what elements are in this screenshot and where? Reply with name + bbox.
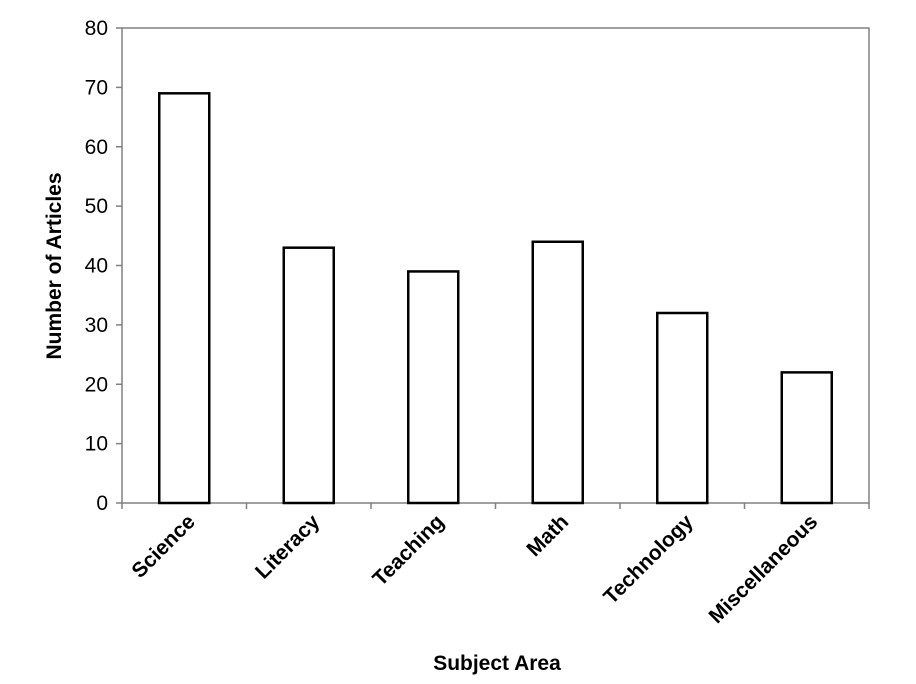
- category-labels: Science Literacy Teaching Math Technology Mis…: [127, 510, 822, 628]
- y-tick-label: 80: [85, 17, 108, 40]
- x-axis-title: Subject Area: [433, 652, 561, 675]
- y-tick-label: 50: [85, 195, 108, 218]
- y-tick-label: 0: [96, 492, 108, 515]
- y-tick-label: 20: [85, 373, 108, 396]
- bar-teaching: [407, 270, 460, 505]
- bar-technology: [656, 311, 709, 505]
- category-label-science: Science: [127, 510, 199, 582]
- bar-literacy: [282, 246, 335, 505]
- plot-frame: [121, 27, 870, 504]
- y-tick-label: 30: [85, 314, 108, 337]
- category-label-literacy: Literacy: [251, 510, 324, 583]
- y-tick-label: 40: [85, 255, 108, 278]
- bar-math: [531, 240, 584, 505]
- category-label-math: Math: [522, 510, 573, 561]
- bar-miscellaneous: [780, 371, 833, 505]
- category-label-miscellaneous: Miscellaneous: [705, 510, 823, 628]
- bars: [158, 92, 833, 505]
- bar-science: [158, 92, 211, 505]
- category-label-teaching: Teaching: [368, 510, 448, 590]
- y-axis-title: Number of Articles: [43, 172, 66, 359]
- x-axis: [121, 503, 870, 509]
- y-axis: 0 10 20 30 40 50 60 70 80: [85, 17, 122, 515]
- y-tick-label: 70: [85, 76, 108, 99]
- y-tick-label: 60: [85, 136, 108, 159]
- category-label-technology: Technology: [599, 510, 698, 609]
- y-tick-label: 10: [85, 433, 108, 456]
